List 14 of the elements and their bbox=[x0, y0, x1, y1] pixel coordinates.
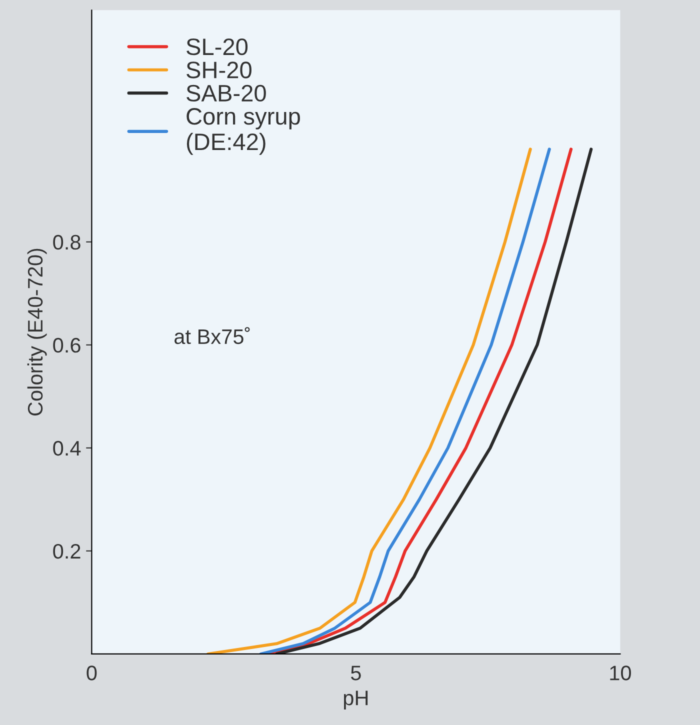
y-axis-title: Colority (E40-720) bbox=[27, 248, 47, 416]
legend-label: SH-20 bbox=[186, 62, 252, 78]
x-tick-label: 5 bbox=[350, 666, 361, 680]
y-tick-label: 0.6 bbox=[53, 338, 80, 353]
legend-label: SAB-20 bbox=[186, 84, 266, 102]
x-axis-title: pH bbox=[344, 690, 368, 710]
x-tick-label: 0 bbox=[86, 666, 97, 680]
y-tick-label: 0.2 bbox=[53, 544, 80, 559]
legend-label: SL-20 bbox=[186, 38, 248, 56]
legend-label: Corn syrup (DE:42) bbox=[186, 108, 300, 155]
y-tick-label: 0.4 bbox=[53, 440, 81, 456]
x-tick-label: 10 bbox=[610, 666, 631, 680]
annotation: at Bx75˚ bbox=[174, 327, 250, 344]
y-tick-label: 0.8 bbox=[53, 234, 80, 250]
